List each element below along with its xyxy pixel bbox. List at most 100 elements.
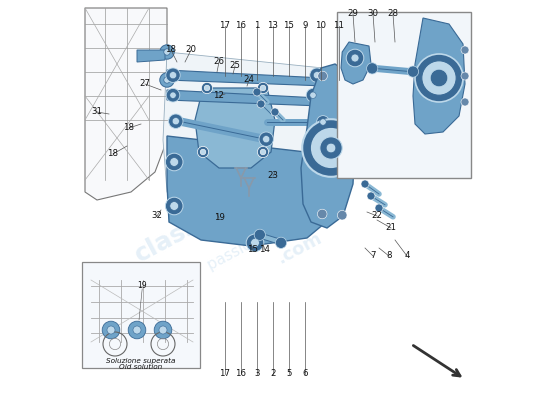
Text: 10: 10	[316, 22, 327, 30]
Circle shape	[200, 149, 206, 155]
Circle shape	[159, 326, 167, 334]
Circle shape	[253, 88, 261, 96]
Circle shape	[204, 85, 210, 91]
Text: 16: 16	[235, 370, 246, 378]
Polygon shape	[167, 70, 325, 86]
Polygon shape	[85, 8, 167, 200]
Text: 19: 19	[213, 214, 224, 222]
Text: passion m: passion m	[205, 223, 281, 273]
Circle shape	[160, 73, 174, 87]
Text: Old solution: Old solution	[119, 364, 163, 370]
Circle shape	[302, 119, 360, 177]
Text: 29: 29	[348, 10, 359, 18]
Circle shape	[461, 46, 469, 54]
Text: classicregister: classicregister	[131, 149, 323, 267]
Text: 32: 32	[151, 212, 162, 220]
Polygon shape	[137, 50, 165, 62]
Text: 5: 5	[286, 370, 292, 378]
Text: 18: 18	[107, 150, 118, 158]
Polygon shape	[301, 64, 355, 228]
Text: 24: 24	[244, 76, 255, 84]
Circle shape	[367, 192, 375, 200]
Circle shape	[314, 169, 332, 187]
Circle shape	[310, 68, 324, 82]
Circle shape	[306, 88, 320, 102]
Circle shape	[262, 136, 270, 143]
Circle shape	[415, 54, 463, 102]
Circle shape	[164, 77, 170, 83]
Text: 21: 21	[386, 224, 397, 232]
Circle shape	[461, 98, 469, 106]
Circle shape	[166, 88, 180, 102]
Circle shape	[257, 82, 268, 94]
Text: 6: 6	[302, 370, 308, 378]
Circle shape	[318, 71, 327, 81]
Circle shape	[201, 82, 213, 94]
Circle shape	[164, 49, 170, 55]
Circle shape	[128, 321, 146, 339]
Circle shape	[337, 210, 347, 220]
Text: 23: 23	[267, 172, 278, 180]
Circle shape	[166, 153, 183, 171]
Text: 4: 4	[404, 252, 410, 260]
Polygon shape	[195, 88, 275, 168]
Text: 17: 17	[219, 22, 230, 30]
Text: 31: 31	[91, 108, 102, 116]
Text: 2: 2	[270, 370, 276, 378]
Circle shape	[166, 197, 183, 215]
Text: Soluzione superata: Soluzione superata	[106, 358, 176, 364]
Circle shape	[257, 146, 268, 158]
Text: 3: 3	[254, 370, 260, 378]
Circle shape	[318, 174, 327, 182]
Circle shape	[246, 234, 264, 252]
Circle shape	[254, 229, 266, 240]
Circle shape	[338, 69, 348, 79]
Text: 27: 27	[140, 80, 151, 88]
Circle shape	[169, 72, 177, 79]
Text: 26: 26	[213, 58, 224, 66]
Text: 14: 14	[260, 246, 271, 254]
Circle shape	[166, 68, 180, 82]
Circle shape	[197, 146, 208, 158]
Circle shape	[260, 85, 266, 91]
Polygon shape	[163, 52, 335, 232]
Circle shape	[317, 209, 327, 219]
Polygon shape	[257, 232, 285, 246]
Circle shape	[317, 116, 329, 128]
Text: 9: 9	[302, 22, 307, 30]
Text: 18: 18	[166, 46, 177, 54]
Circle shape	[102, 321, 120, 339]
Circle shape	[169, 114, 183, 128]
Circle shape	[314, 72, 321, 79]
Text: 22: 22	[371, 212, 382, 220]
Text: 15: 15	[283, 22, 294, 30]
Text: 19: 19	[138, 282, 147, 290]
Text: 13: 13	[267, 22, 278, 30]
Circle shape	[170, 158, 179, 166]
Circle shape	[408, 66, 419, 77]
Circle shape	[351, 54, 359, 62]
Polygon shape	[167, 136, 335, 246]
Circle shape	[133, 326, 141, 334]
Circle shape	[172, 118, 179, 125]
Circle shape	[160, 45, 174, 59]
Text: 28: 28	[388, 10, 399, 18]
Circle shape	[271, 108, 279, 116]
Circle shape	[276, 237, 287, 248]
Text: 12: 12	[213, 92, 224, 100]
Circle shape	[259, 132, 273, 146]
Circle shape	[107, 326, 115, 334]
Circle shape	[346, 49, 364, 67]
Circle shape	[367, 63, 378, 74]
Circle shape	[375, 204, 383, 212]
FancyBboxPatch shape	[82, 262, 200, 368]
Text: 30: 30	[367, 10, 378, 18]
Circle shape	[260, 149, 266, 155]
Circle shape	[170, 92, 176, 98]
Circle shape	[422, 61, 456, 95]
Circle shape	[310, 127, 352, 169]
Circle shape	[170, 202, 179, 210]
Text: 7: 7	[370, 252, 376, 260]
Circle shape	[310, 92, 316, 98]
Polygon shape	[167, 90, 321, 106]
